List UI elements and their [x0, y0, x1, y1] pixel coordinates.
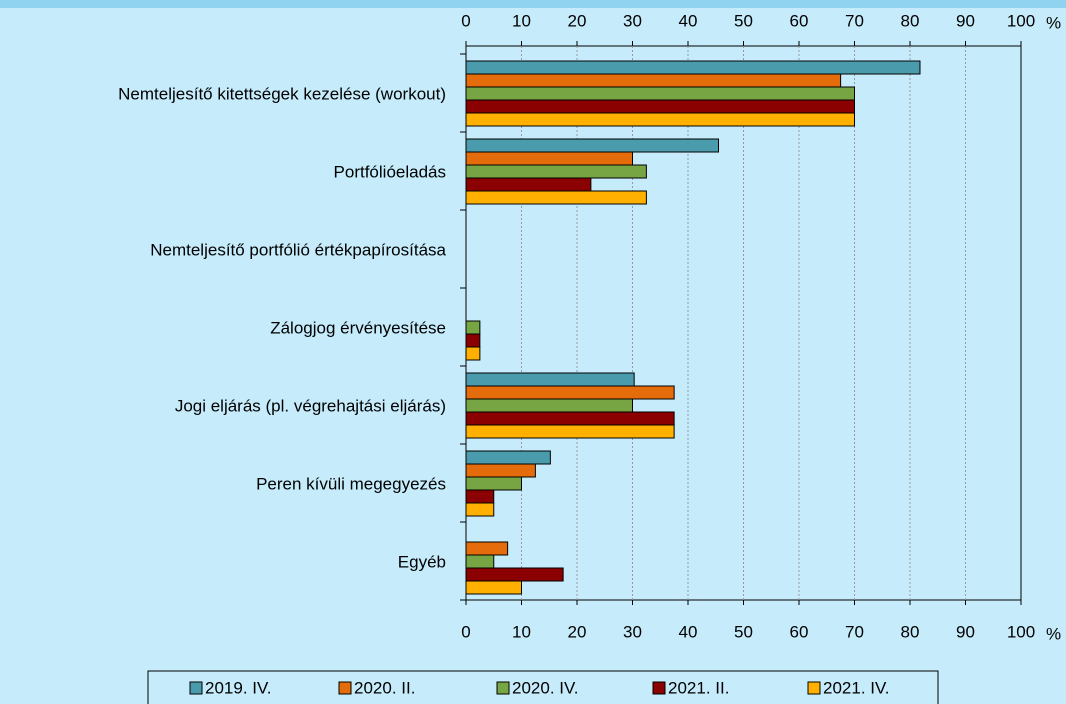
- bar: [465, 463, 536, 478]
- x-tick-label: 50: [734, 11, 753, 30]
- bar: [465, 86, 855, 101]
- bar: [465, 580, 522, 595]
- y-tick-label: Zálogjog érvényesítése: [270, 318, 446, 337]
- legend-swatch: [807, 681, 821, 695]
- legend-box: [147, 670, 939, 704]
- bar: [465, 346, 481, 361]
- top-strip: [0, 0, 1066, 8]
- x-tick-label: 80: [901, 622, 920, 641]
- x-tick-label: 40: [679, 11, 698, 30]
- bar: [465, 489, 495, 504]
- legend-label: 2021. IV.: [823, 678, 890, 697]
- y-tick-label: Peren kívüli megegyezés: [256, 474, 446, 493]
- legend-swatch: [338, 681, 352, 695]
- bar: [465, 554, 495, 569]
- y-tick-label: Nemteljesítő portfólió értékpapírosítása: [150, 240, 446, 259]
- bar: [465, 398, 633, 413]
- bar: [465, 541, 509, 556]
- y-tick-label: Nemteljesítő kitettségek kezelése (worko…: [118, 84, 446, 103]
- bar: [465, 567, 564, 582]
- bar: [465, 424, 675, 439]
- bar: [465, 112, 855, 127]
- bar: [465, 60, 921, 75]
- x-tick-label: 30: [623, 11, 642, 30]
- bar: [465, 99, 855, 114]
- x-tick-label: 10: [512, 11, 531, 30]
- bar: [465, 177, 592, 192]
- x-tick-label: 0: [461, 622, 470, 641]
- bar: [465, 164, 647, 179]
- legend-swatch: [189, 681, 203, 695]
- bar: [465, 320, 481, 335]
- x-tick-label: 30: [623, 622, 642, 641]
- x-tick-label: 20: [568, 622, 587, 641]
- bar: [465, 502, 495, 517]
- x-tick-label: 20: [568, 11, 587, 30]
- bar: [465, 450, 551, 465]
- x-tick-label: 60: [790, 622, 809, 641]
- bar: [465, 333, 481, 348]
- bar: [465, 138, 720, 153]
- x-unit: %: [1046, 624, 1061, 643]
- x-tick-label: 0: [461, 11, 470, 30]
- x-tick-label: 50: [734, 622, 753, 641]
- x-tick-label: 10: [512, 622, 531, 641]
- bar: [465, 151, 633, 166]
- x-tick-label: 70: [845, 622, 864, 641]
- legend-swatch: [652, 681, 666, 695]
- y-tick-label: Egyéb: [398, 552, 446, 571]
- legend-label: 2020. IV.: [512, 678, 579, 697]
- x-tick-label: 60: [790, 11, 809, 30]
- x-tick-label: 80: [901, 11, 920, 30]
- x-tick-label: 90: [956, 11, 975, 30]
- x-unit: %: [1046, 13, 1061, 32]
- bar: [465, 190, 647, 205]
- x-tick-label: 90: [956, 622, 975, 641]
- bar: [465, 411, 675, 426]
- legend-label: 2021. II.: [668, 678, 729, 697]
- x-tick-label: 70: [845, 11, 864, 30]
- legend-label: 2019. IV.: [205, 678, 272, 697]
- legend-label: 2020. II.: [354, 678, 415, 697]
- bar: [465, 73, 842, 88]
- bar: [465, 385, 675, 400]
- x-tick-label: 100: [1007, 11, 1035, 30]
- y-tick-label: Jogi eljárás (pl. végrehajtási eljárás): [175, 396, 446, 415]
- y-tick-label: Portfólióeladás: [334, 162, 446, 181]
- bar: [465, 476, 522, 491]
- x-tick-label: 40: [679, 622, 698, 641]
- x-tick-label: 100: [1007, 622, 1035, 641]
- bar: [465, 372, 635, 387]
- legend-swatch: [496, 681, 510, 695]
